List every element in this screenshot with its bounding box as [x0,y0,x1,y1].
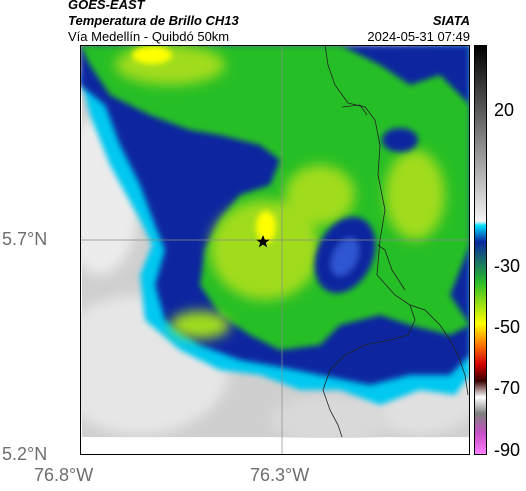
border-line [322,45,416,438]
star-icon[interactable] [256,235,270,248]
lat-tick-label: 5.2°N [2,444,48,464]
colorbar-label: 20 [494,100,515,120]
yellow-cloud-core [132,46,276,243]
colorbar-label: -30 [494,256,521,276]
satellite-map[interactable] [80,45,470,455]
timestamp: 2024-05-31 07:49 [367,29,470,44]
lon-tick-label: 76.8°W [34,465,94,485]
colorbar-label: -50 [494,317,521,337]
lat-tick-label: 5.7°N [2,229,48,249]
map-frame [80,45,470,455]
blue-pocket [314,128,418,294]
lon-tick-label: 76.3°W [250,465,310,485]
green-cloud-region [80,45,470,350]
colorbar-label: -90 [494,440,521,460]
agency-label: SIATA [432,13,470,28]
colorbar [474,45,490,455]
source-title: GOES-EAST [68,0,145,12]
brightness-temperature-field [80,45,470,455]
region-subtitle: Vía Medellín - Quibdó 50km [68,29,230,44]
product-title: Temperatura de Brillo CH13 [68,13,239,28]
lime-cloud-region [115,45,445,339]
colorbar-label: -70 [494,378,521,398]
